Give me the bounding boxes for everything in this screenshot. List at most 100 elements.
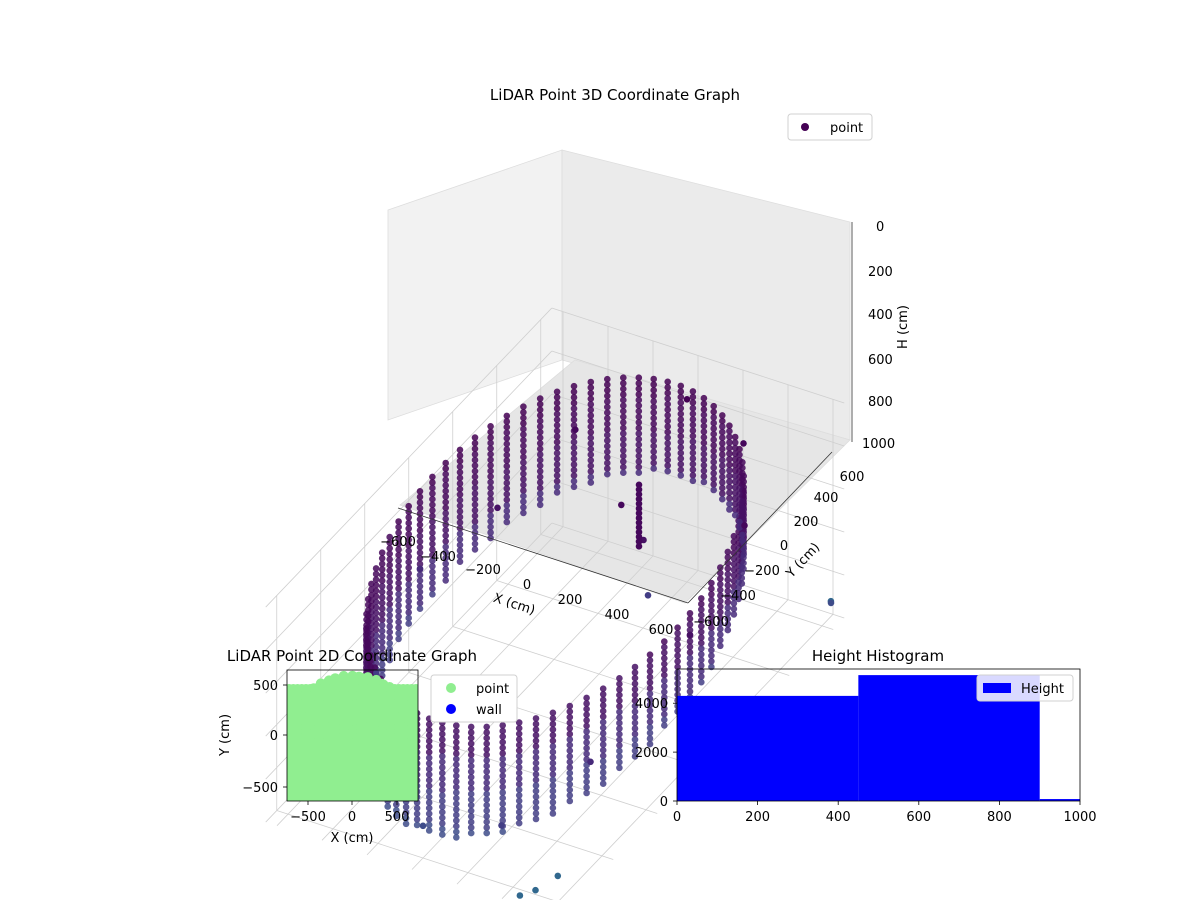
- plot3d-point: [683, 396, 691, 403]
- plot3d-point: [456, 541, 464, 549]
- plot3d-point: [515, 736, 523, 743]
- plot3d-point: [378, 644, 386, 652]
- plot3d-point: [442, 543, 450, 551]
- plot3d-point: [405, 530, 413, 538]
- plot3d-point: [439, 753, 446, 760]
- plot3d-point: [730, 605, 738, 613]
- plot3d-point: [731, 467, 739, 474]
- plot3d-point: [724, 621, 732, 628]
- plot3d-point: [439, 736, 446, 743]
- plot3d-z-tick: 0: [876, 220, 884, 235]
- plot3d-point: [416, 504, 424, 512]
- plot3d-point: [587, 473, 595, 481]
- plot3d-point: [616, 680, 623, 688]
- plot3d-point: [416, 488, 424, 495]
- plot3d-point: [487, 506, 494, 514]
- plot3d-point: [717, 586, 724, 594]
- plot3d-point: [686, 649, 694, 656]
- plot3d-point: [710, 414, 717, 421]
- plot3d-point: [395, 523, 402, 531]
- plot3d-point: [425, 743, 433, 750]
- plot3d-point: [604, 387, 611, 394]
- plot3d-point: [453, 727, 460, 735]
- plot3d-point: [583, 778, 590, 786]
- plot3d-point: [730, 600, 738, 607]
- plot3d-point: [566, 741, 574, 749]
- plot3d-point: [570, 410, 578, 418]
- plot3d-point: [700, 462, 708, 469]
- plot3d-point: [429, 568, 436, 576]
- plot3d-point: [520, 476, 527, 483]
- plot3d-point: [700, 456, 708, 464]
- plot3d-point: [620, 441, 627, 449]
- plot3d-point: [386, 612, 394, 619]
- plot3d-point: [429, 501, 436, 509]
- plot3d-point: [456, 496, 464, 504]
- plot3d-point: [363, 630, 370, 638]
- plot3d-point: [405, 581, 413, 588]
- plot3d-point: [456, 552, 464, 560]
- plot3d-point: [566, 781, 574, 788]
- plot3d-point: [386, 617, 394, 625]
- plot3d-gridline: [551, 393, 845, 490]
- plot3d-point: [708, 646, 715, 654]
- plot3d-point: [442, 538, 450, 545]
- plot3d-point: [635, 505, 643, 512]
- plot3d-point: [439, 803, 446, 810]
- plot3d-gridline: [496, 580, 790, 676]
- plot3d-point: [698, 606, 705, 613]
- plot3d-point: [570, 472, 578, 479]
- plot3d-point: [570, 477, 578, 485]
- plot3d-point: [587, 451, 595, 459]
- plot3d-point: [471, 518, 479, 525]
- plot3d-y-ticks: −600 −400 −200 0 200 400 600: [693, 470, 864, 630]
- plot3d-point: [503, 479, 511, 487]
- plot3d-point: [520, 487, 527, 494]
- plot3d-point: [583, 728, 590, 735]
- plot3d-point: [631, 697, 639, 704]
- plot3d-point: [515, 747, 523, 754]
- plot3d-point: [499, 766, 507, 774]
- plot3d-point: [686, 643, 694, 651]
- plot3d-point: [700, 434, 708, 441]
- plot3d-point: [520, 431, 527, 438]
- plot3d-point: [708, 607, 715, 615]
- plot3d-gridline: [265, 307, 553, 608]
- plot3d-point: [635, 491, 643, 498]
- plot3d-point: [520, 504, 527, 511]
- plot3d-point: [731, 511, 739, 519]
- plot3d-point: [717, 564, 724, 571]
- plot3d-point: [439, 725, 446, 732]
- plot3d-point: [453, 828, 460, 836]
- plot3d-point: [738, 574, 746, 582]
- plot3d-point: [731, 489, 739, 497]
- plot3d-point: [599, 713, 607, 720]
- plot3d-point: [570, 455, 578, 463]
- plot3d-point: [635, 458, 643, 465]
- plot3d-point: [483, 813, 491, 820]
- plot3d-y-label: Y (cm): [783, 540, 823, 582]
- plot3d-point: [395, 613, 402, 620]
- plot3d-point: [570, 466, 578, 474]
- plot3d-point: [710, 453, 717, 460]
- plot3d-point: [604, 437, 611, 444]
- plot3d-point: [536, 484, 544, 492]
- histogram-x-tick: 200: [745, 810, 770, 825]
- plot3d-point: [416, 560, 424, 568]
- plot3d-point: [429, 484, 436, 492]
- plot3d-point: [378, 627, 386, 635]
- plot3d-point: [499, 811, 507, 819]
- plot3d-point: [453, 722, 460, 729]
- plot3d-point: [471, 439, 479, 447]
- plot3d-point: [378, 655, 386, 663]
- plot3d-y-axis-line: [687, 451, 833, 604]
- plot3d-point: [620, 419, 627, 426]
- plot3d-point: [587, 457, 595, 464]
- plot3d-point: [442, 510, 450, 517]
- plot3d-point: [429, 507, 436, 514]
- plot3d-point: [635, 524, 643, 531]
- plot3d-point: [487, 434, 494, 441]
- plot3d-point: [471, 456, 479, 464]
- plot3d-point: [442, 487, 450, 495]
